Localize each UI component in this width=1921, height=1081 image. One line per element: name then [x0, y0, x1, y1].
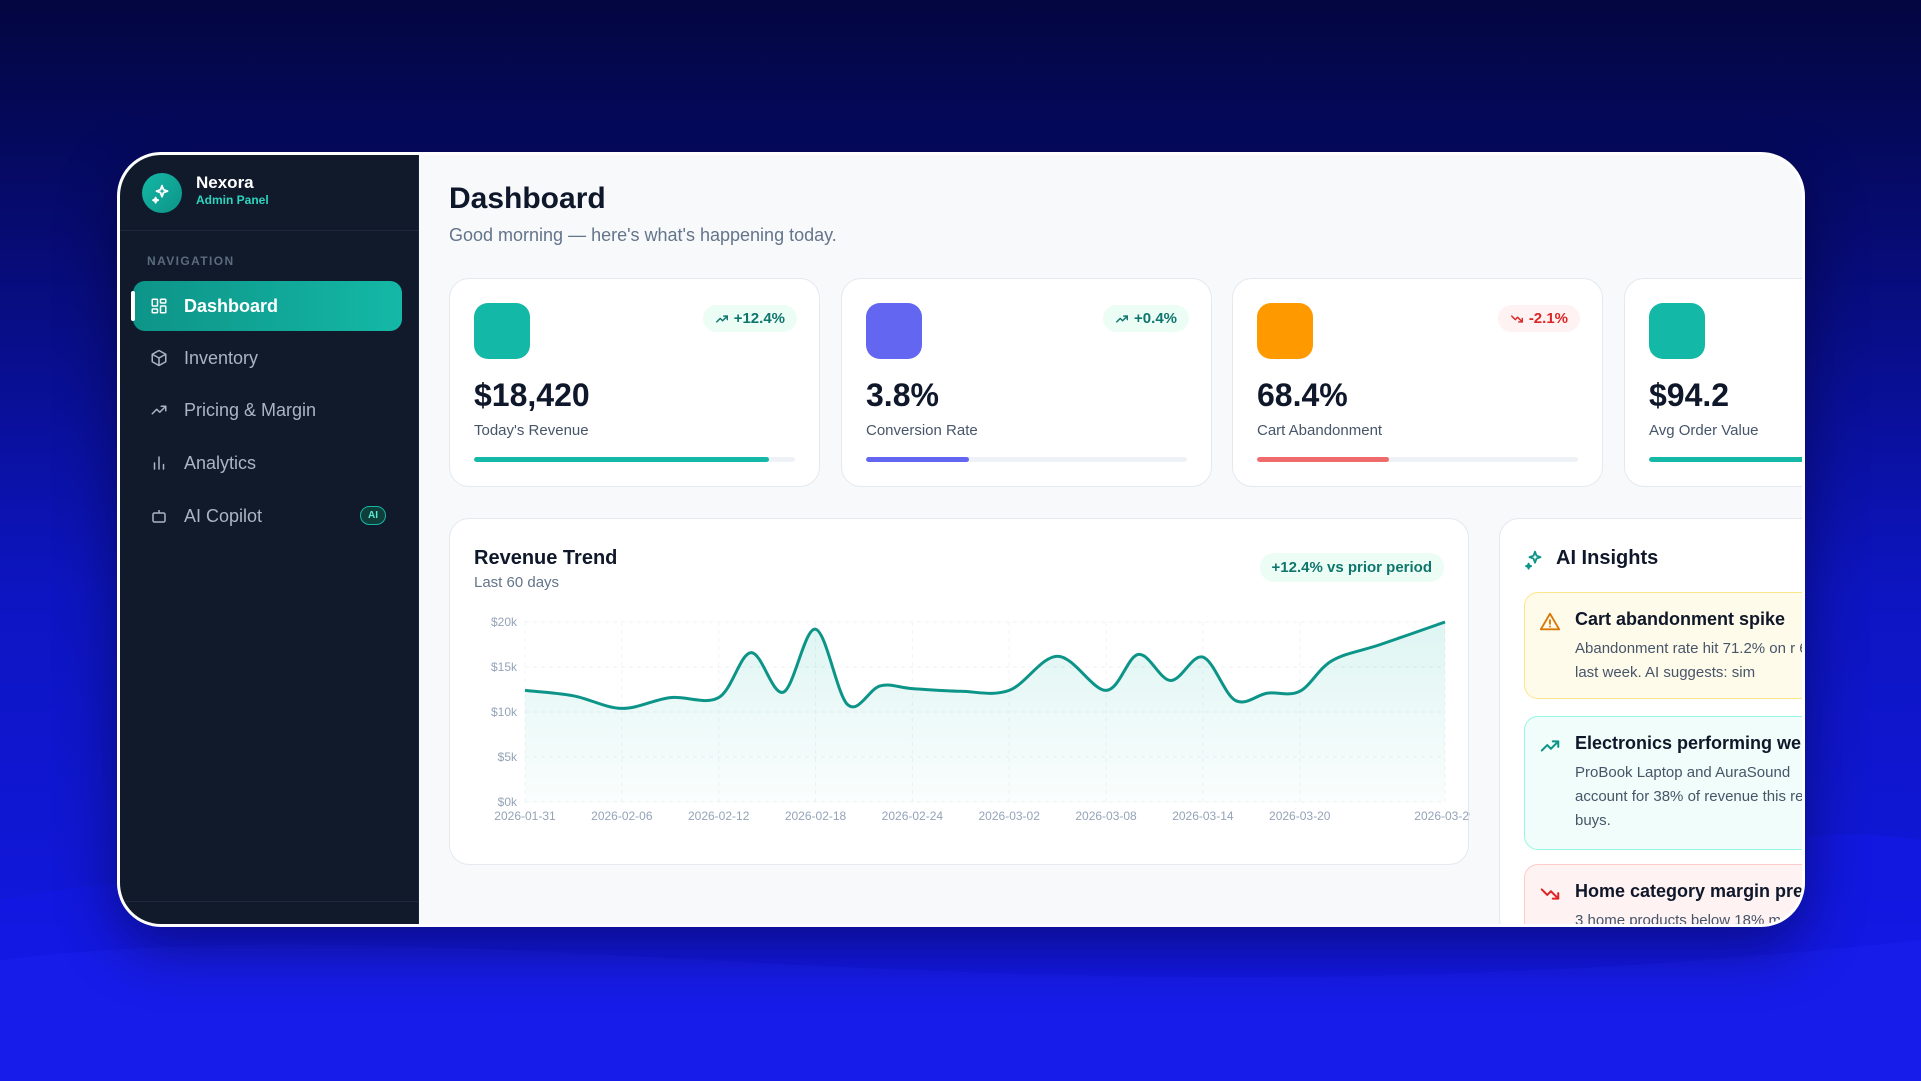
revenue-area: [525, 622, 1445, 802]
conversion-icon: [866, 303, 922, 359]
alert-triangle-icon: [1539, 612, 1561, 631]
revenue-icon: [474, 303, 530, 359]
sidebar-item-label: Dashboard: [184, 295, 279, 316]
stat-card-conversion[interactable]: +0.4% 3.8% Conversion Rate: [841, 278, 1212, 487]
order-icon: [1649, 303, 1705, 359]
insight-body: 3 home products below 18% m: [1575, 912, 1781, 927]
stat-progress-fill: [1649, 457, 1802, 462]
stat-progress-fill: [474, 457, 770, 462]
delta-value: +12.4%: [733, 310, 785, 327]
y-tick-label: $20k: [491, 615, 518, 629]
x-tick-label: 2026-03-08: [1075, 809, 1137, 823]
stat-value: $94.2: [1649, 377, 1730, 413]
revenue-line: [524, 620, 1446, 710]
sidebar-divider: [120, 901, 419, 902]
stat-progress: [474, 457, 795, 462]
grid-icon: [149, 296, 169, 316]
revenue-trend-card: Revenue Trend Last 60 days +12.4% vs pri…: [449, 518, 1470, 865]
insight-title: Electronics performing well: [1575, 733, 1805, 753]
insight-body: ProBook Laptop and AuraSound account for…: [1575, 764, 1804, 829]
sidebar-item-label: Analytics: [184, 452, 257, 473]
sidebar-item-ai-copilot[interactable]: AI Copilot AI: [133, 491, 402, 541]
sparkle-icon: [1525, 550, 1542, 570]
insight-electronics[interactable]: Electronics performing well ProBook Lapt…: [1524, 716, 1805, 850]
stat-progress: [866, 457, 1187, 462]
x-tick-label: 2026-02-06: [591, 809, 653, 823]
page-title: Dashboard: [449, 182, 606, 215]
trending-up-icon: [149, 400, 169, 420]
sidebar-item-inventory[interactable]: Inventory: [133, 333, 402, 383]
y-tick-label: $10k: [491, 705, 518, 719]
x-tick-label: 2026-02-12: [688, 809, 750, 823]
cart-icon: [1257, 303, 1313, 359]
insight-cart-abandonment[interactable]: Cart abandonment spike Abandonment rate …: [1524, 592, 1805, 699]
x-tick-label: 2026-03-29: [1414, 809, 1470, 823]
x-tick-label: 2026-02-24: [882, 809, 944, 823]
brand[interactable]: Nexora Admin Panel: [120, 155, 419, 231]
y-tick-label: $5k: [498, 750, 518, 764]
trending-up-icon: [715, 314, 728, 323]
stat-label: Today's Revenue: [474, 422, 589, 439]
trending-down-icon: [1540, 888, 1560, 900]
insight-title: Cart abandonment spike: [1575, 609, 1786, 629]
delta-badge: +0.4%: [1103, 305, 1189, 332]
stat-card-avg-order[interactable]: $94.2 Avg Order Value: [1624, 278, 1802, 487]
sidebar-item-pricing[interactable]: Pricing & Margin: [133, 385, 402, 435]
x-tick-label: 2026-03-14: [1172, 809, 1234, 823]
ai-insights-header: AI Insights: [1524, 547, 1658, 570]
stat-value: 3.8%: [866, 377, 939, 413]
revenue-subtitle: Last 60 days: [474, 574, 560, 591]
stat-progress-fill: [866, 457, 969, 462]
delta-value: +0.4%: [1134, 310, 1177, 327]
trending-up-icon: [1540, 740, 1560, 752]
app-subtitle: Admin Panel: [196, 193, 269, 207]
x-tick-label: 2026-01-31: [494, 809, 556, 823]
stat-label: Cart Abandonment: [1257, 422, 1383, 439]
trending-down-icon: [1510, 314, 1523, 323]
box-icon: [149, 348, 169, 368]
x-tick-label: 2026-02-18: [785, 809, 847, 823]
ai-badge: AI: [360, 506, 386, 525]
stat-value: 68.4%: [1257, 377, 1348, 413]
delta-value: -2.1%: [1528, 310, 1568, 327]
main-content: Dashboard Good morning — here's what's h…: [419, 155, 1802, 924]
revenue-title: Revenue Trend: [474, 547, 618, 569]
bot-icon: [149, 506, 169, 526]
stat-card-revenue[interactable]: +12.4% $18,420 Today's Revenue: [449, 278, 820, 487]
sidebar-item-label: Pricing & Margin: [184, 399, 317, 420]
delta-badge: -2.1%: [1497, 305, 1580, 332]
stat-value: $18,420: [474, 377, 590, 413]
trending-up-icon: [1116, 314, 1129, 323]
stat-label: Conversion Rate: [866, 422, 978, 439]
stat-progress: [1257, 457, 1578, 462]
stat-label: Avg Order Value: [1649, 422, 1759, 439]
delta-badge: +12.4%: [702, 305, 797, 332]
x-tick-label: 2026-03-02: [979, 809, 1041, 823]
nav-heading: NAVIGATION: [147, 254, 235, 268]
x-tick-label: 2026-03-20: [1269, 809, 1331, 823]
stat-card-cart-abandonment[interactable]: -2.1% 68.4% Cart Abandonment: [1232, 278, 1603, 487]
sidebar-item-label: AI Copilot: [184, 505, 263, 526]
bar-chart-icon: [149, 453, 169, 473]
sparkle-logo-icon: [142, 173, 182, 213]
y-tick-label: $15k: [491, 660, 518, 674]
app-window: Nexora Admin Panel NAVIGATION Dashboard …: [117, 152, 1805, 927]
sidebar-item-analytics[interactable]: Analytics: [133, 438, 402, 488]
ai-insights-title: AI Insights: [1556, 547, 1659, 569]
revenue-badge: +12.4% vs prior period: [1259, 553, 1444, 582]
insight-home-margin[interactable]: Home category margin pres 3 home product…: [1524, 864, 1805, 927]
y-tick-label: $0k: [498, 795, 518, 809]
stat-progress: [1649, 457, 1802, 462]
page-subtitle: Good morning — here's what's happening t…: [449, 225, 837, 245]
sidebar-item-label: Inventory: [184, 347, 259, 368]
ai-insights-card: AI Insights Cart abandonment spike Aband…: [1499, 518, 1805, 927]
insight-title: Home category margin pres: [1575, 881, 1805, 901]
revenue-chart[interactable]: $0k $5k $10k $15k $20k 2026-01-31 2026-02-06 20…: [450, 609, 1470, 859]
app-name: Nexora: [196, 173, 254, 192]
sidebar-item-dashboard[interactable]: Dashboard: [131, 281, 402, 331]
stat-progress-fill: [1257, 457, 1389, 462]
insight-body: Abandonment rate hit 71.2% on r 65% last…: [1575, 640, 1805, 681]
sidebar: Nexora Admin Panel NAVIGATION Dashboard …: [120, 155, 419, 924]
